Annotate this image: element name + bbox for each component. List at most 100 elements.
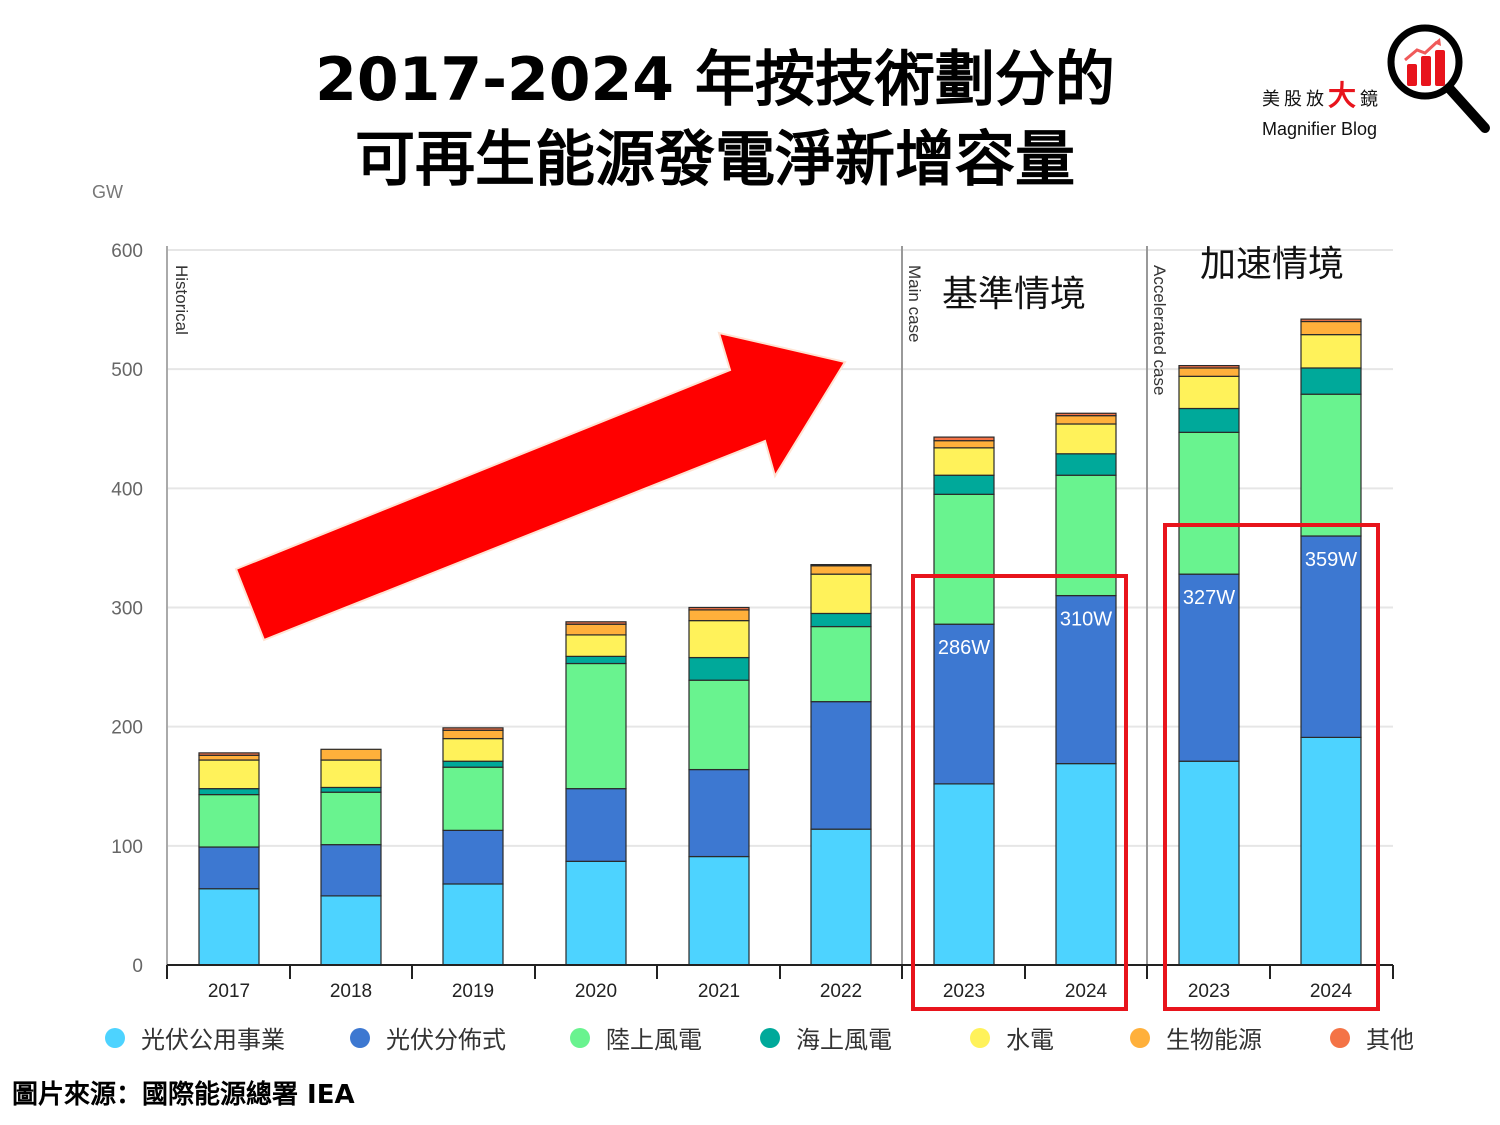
bar-segment-6	[198, 752, 260, 756]
bar-segment-0	[933, 783, 995, 966]
y-tick-label: 300	[111, 599, 143, 620]
bar-segment-5	[688, 609, 750, 622]
magnifier-chart-icon	[1387, 24, 1490, 133]
bar-segment-0	[688, 855, 750, 966]
logo-cn-part1: 美股放	[1262, 89, 1328, 110]
bar-segment-0	[1178, 760, 1240, 966]
x-tick-label: 2023	[1188, 981, 1230, 1002]
bar-segment-4	[1055, 423, 1117, 455]
bar-segment-3	[198, 788, 260, 796]
bar-segment-0	[1055, 763, 1117, 966]
source-note: 圖片來源：國際能源總署 IEA	[12, 1080, 355, 1110]
bar-segment-3	[1300, 367, 1362, 395]
bar-segment-1	[198, 846, 260, 890]
legend-dot-icon	[1130, 1027, 1150, 1048]
overlay-layer: Historical Main case Accelerated case 基準情境 加…	[172, 244, 1380, 1011]
trend-arrow-icon	[234, 331, 847, 642]
accelerated-case-label: Accelerated case	[1150, 265, 1169, 395]
logo-chinese: 美股放大鏡	[1262, 80, 1382, 116]
bar-segment-1	[320, 844, 382, 897]
legend-dot-icon	[760, 1027, 780, 1048]
legend-label: 水電	[1006, 1026, 1054, 1054]
main-case-cn-label: 基準情境	[942, 274, 1086, 315]
logo-english: Magnifier Blog	[1262, 119, 1378, 139]
legend-label: 光伏公用事業	[141, 1026, 285, 1054]
bar-stack-2017	[198, 752, 260, 966]
x-tick-label: 2020	[575, 981, 617, 1002]
bar-segment-2	[933, 493, 995, 625]
bar-segment-0	[320, 895, 382, 966]
legend-label: 其他	[1366, 1026, 1414, 1054]
legend-item: 陸上風電	[570, 1020, 702, 1055]
bar-segment-3	[1055, 453, 1117, 476]
bar-segment-3	[688, 656, 750, 681]
bar-stack-2020	[565, 621, 627, 966]
bar-segment-4	[198, 759, 260, 790]
legend-label: 陸上風電	[606, 1026, 702, 1054]
bar-stack-2023	[1178, 364, 1240, 966]
legend-dot-icon	[1330, 1027, 1350, 1048]
bar-segment-4	[810, 573, 872, 615]
bar-segment-6	[933, 436, 995, 442]
bar-segment-1	[933, 623, 995, 785]
bar-segment-5	[320, 748, 382, 761]
legend-dot-icon	[970, 1027, 990, 1048]
bar-segment-0	[810, 828, 872, 966]
bar-segment-1	[1178, 573, 1240, 762]
solar-total-label: 286W	[938, 637, 990, 659]
bar-segment-1	[688, 768, 750, 858]
y-tick-label: 0	[132, 956, 143, 977]
y-tick-label: 400	[111, 479, 143, 500]
bar-segment-0	[442, 883, 504, 966]
bar-segment-0	[198, 888, 260, 966]
bar-segment-1	[442, 829, 504, 885]
y-tick-label: 200	[111, 718, 143, 739]
legend-item: 光伏分佈式	[350, 1020, 506, 1055]
axis-layer: GW 0 100 200 300 400 500 600 2017 2018 2019 2020 202…	[92, 182, 1394, 1002]
bar-segment-5	[1178, 367, 1240, 377]
bar-segment-4	[1178, 375, 1240, 410]
legend-item: 其他	[1330, 1020, 1414, 1055]
legend-dot-icon	[570, 1027, 590, 1048]
x-tick-label: 2023	[943, 981, 985, 1002]
bar-segment-1	[1300, 535, 1362, 738]
bar-stack-2022	[810, 563, 872, 966]
bar-segment-2	[320, 791, 382, 846]
solar-total-label: 310W	[1060, 609, 1112, 631]
bar-segment-4	[688, 620, 750, 659]
bar-segment-3	[1178, 407, 1240, 433]
bar-segment-5	[933, 440, 995, 449]
legend-item: 水電	[970, 1020, 1054, 1055]
bar-stack-2018	[320, 748, 382, 966]
x-tick-label: 2019	[452, 981, 494, 1002]
bar-segment-3	[442, 760, 504, 768]
legend: 光伏公用事業 光伏分佈式 陸上風電 海上風電 水電 生物能源 其他	[100, 1020, 1490, 1060]
bar-segment-1	[810, 701, 872, 830]
bar-segment-0	[1300, 736, 1362, 966]
bar-segment-5	[1055, 415, 1117, 425]
bar-segment-2	[810, 625, 872, 703]
y-tick-label: 100	[111, 837, 143, 858]
bar-segment-4	[1300, 334, 1362, 369]
bar-segment-5	[1300, 320, 1362, 336]
bar-segment-0	[565, 860, 627, 966]
legend-label: 生物能源	[1166, 1026, 1262, 1054]
x-tick-label: 2022	[820, 981, 862, 1002]
bar-segment-3	[933, 474, 995, 495]
bar-segment-2	[1178, 431, 1240, 575]
bar-stack-2023	[933, 436, 995, 966]
title-line-1: 2017-2024 年按技術劃分的	[315, 45, 1115, 115]
bar-segment-6	[1178, 364, 1240, 369]
x-tick-label: 2024	[1310, 981, 1353, 1002]
bar-segment-3	[810, 612, 872, 628]
bar-stack-2024	[1300, 318, 1362, 966]
bar-segment-4	[565, 634, 627, 657]
title-line-2: 可再生能源發電淨新增容量	[355, 125, 1075, 195]
legend-dot-icon	[105, 1027, 125, 1048]
bar-segment-2	[688, 679, 750, 771]
accelerated-case-cn-label: 加速情境	[1200, 244, 1344, 285]
x-tick-label: 2017	[208, 981, 250, 1002]
bar-segment-5	[442, 729, 504, 740]
bar-segment-3	[320, 786, 382, 793]
